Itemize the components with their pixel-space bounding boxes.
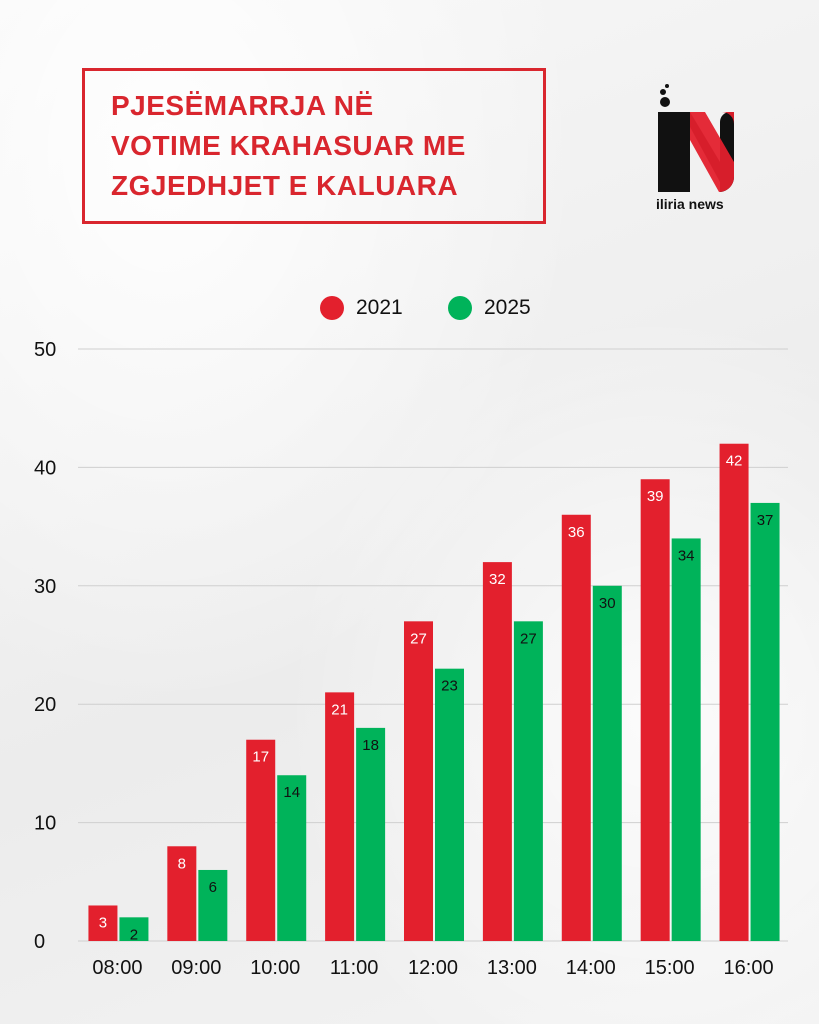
bar-2021-11:00 [325, 692, 355, 941]
x-tick-label-13:00: 13:00 [487, 957, 537, 979]
bar-label-2025-14:00: 30 [599, 595, 616, 612]
bar-2025-14:00 [592, 585, 622, 941]
bar-2025-13:00 [513, 621, 543, 941]
legend-item-2025: 2025 [448, 296, 531, 320]
bar-label-2021-16:00: 42 [726, 453, 743, 470]
bar-label-2021-11:00: 21 [331, 701, 348, 718]
bar-label-2021-12:00: 27 [410, 630, 427, 647]
legend-label-2025: 2025 [484, 296, 531, 319]
bar-2021-15:00 [640, 479, 670, 941]
bar-2021-12:00 [404, 621, 433, 941]
y-tick-label-0: 0 [34, 931, 45, 953]
chart-legend: 2021 2025 [0, 294, 819, 324]
title-box: PJESËMARRJA NË VOTIME KRAHASUAR ME ZGJED… [82, 68, 546, 224]
bar-label-2025-09:00: 6 [209, 879, 217, 896]
y-tick-label-40: 40 [34, 457, 56, 479]
bar-2025-12:00 [435, 668, 464, 941]
bar-label-2021-15:00: 39 [647, 488, 664, 505]
x-tick-label-10:00: 10:00 [250, 957, 300, 979]
y-tick-label-30: 30 [34, 576, 56, 598]
x-tick-label-09:00: 09:00 [171, 957, 221, 979]
x-tick-label-11:00: 11:00 [330, 957, 379, 979]
bar-label-2021-10:00: 17 [252, 749, 269, 766]
title-line-3: ZGJEDHJET E KALUARA [111, 170, 459, 201]
legend-item-2021: 2021 [320, 296, 403, 320]
bar-label-2025-08:00: 2 [130, 926, 138, 943]
x-tick-label-16:00: 16:00 [724, 957, 774, 979]
bar-label-2025-16:00: 37 [757, 512, 774, 529]
bar-label-2025-10:00: 14 [283, 784, 300, 801]
bar-label-2021-13:00: 32 [489, 571, 506, 588]
bar-label-2021-08:00: 3 [99, 914, 107, 931]
legend-swatch-2021 [320, 296, 344, 320]
bar-2021-13:00 [482, 562, 512, 941]
bar-2025-16:00 [750, 502, 780, 941]
x-tick-label-12:00: 12:00 [408, 957, 458, 979]
y-tick-label-10: 10 [34, 813, 56, 835]
bar-2025-11:00 [356, 727, 386, 941]
bar-2025-10:00 [277, 775, 307, 941]
bar-label-2021-09:00: 8 [178, 855, 186, 872]
bar-2021-14:00 [561, 514, 591, 941]
bar-2025-08:00 [119, 917, 149, 941]
iliria-news-logo [658, 84, 735, 192]
bar-2025-09:00 [198, 869, 228, 941]
bar-2021-08:00 [88, 905, 118, 941]
bar-label-2021-14:00: 36 [568, 524, 585, 541]
bar-2021-10:00 [246, 739, 276, 941]
brand-name: iliria news [656, 196, 724, 212]
y-tick-label-50: 50 [34, 339, 56, 361]
bar-label-2025-15:00: 34 [678, 547, 695, 564]
bar-2021-09:00 [167, 846, 197, 941]
bar-label-2025-11:00: 18 [362, 737, 379, 754]
y-tick-label-20: 20 [34, 694, 56, 716]
bar-label-2025-12:00: 23 [441, 678, 458, 695]
title-line-2: VOTIME KRAHASUAR ME [111, 130, 466, 161]
bar-label-2025-13:00: 27 [520, 630, 537, 647]
title-line-1: PJESËMARRJA NË [111, 90, 374, 121]
x-tick-label-14:00: 14:00 [566, 957, 616, 979]
x-tick-label-08:00: 08:00 [92, 957, 142, 979]
legend-label-2021: 2021 [356, 296, 403, 319]
bar-2021-16:00 [719, 443, 749, 941]
legend-swatch-2025 [448, 296, 472, 320]
bar-2025-15:00 [671, 538, 701, 941]
x-tick-label-15:00: 15:00 [645, 957, 695, 979]
